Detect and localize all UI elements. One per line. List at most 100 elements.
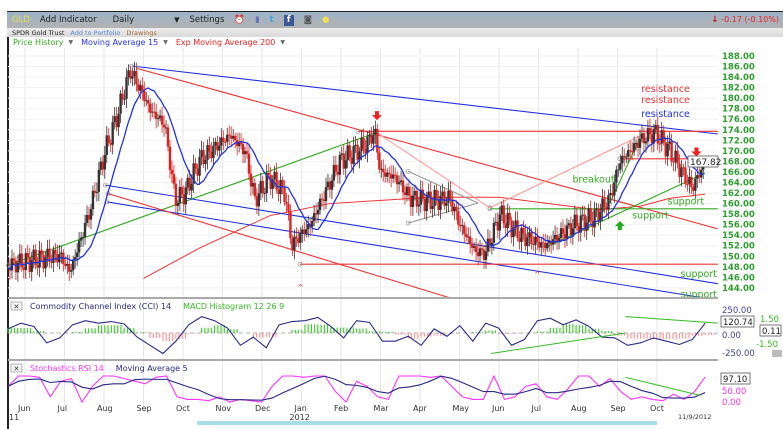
twitter-icon[interactable]: t (269, 15, 274, 25)
candle-body (640, 133, 644, 139)
stoch-last-value: 97.10 (723, 375, 747, 385)
candle-body (441, 191, 444, 196)
candle-body (115, 116, 118, 128)
y-tick-label: 148.00 (722, 263, 755, 273)
chevron-down-icon[interactable]: ▼ (163, 38, 168, 46)
cci-last-box (720, 315, 755, 328)
candle-body (492, 222, 496, 243)
arrow-down-icon (371, 111, 382, 121)
symbol-label[interactable]: GLD (12, 15, 30, 25)
candle-body (259, 181, 263, 194)
candle-body (162, 124, 166, 128)
moving-average-legend[interactable]: Moving Average 15 (81, 37, 159, 47)
candle-body (413, 190, 417, 196)
candle-body (595, 208, 598, 211)
trendline-handle (355, 129, 361, 134)
camera-icon[interactable]: ◙ (303, 15, 312, 25)
candle-body (312, 213, 316, 221)
candle-body (52, 249, 55, 263)
candle-body (563, 233, 567, 239)
candle-body (638, 138, 642, 148)
candle-body (453, 206, 456, 212)
month-label: Dec (255, 404, 270, 413)
candle-body (48, 248, 51, 262)
candle-body (621, 155, 624, 164)
candle-body (141, 85, 144, 92)
cci-line (7, 315, 706, 355)
stoch-rsi-line (7, 374, 706, 404)
trendline (489, 128, 656, 209)
candle-body (320, 198, 324, 200)
candle-body (147, 100, 150, 104)
close-cci-button[interactable] (10, 301, 23, 311)
candle-body (690, 176, 693, 187)
candle-body (397, 182, 401, 185)
close-icon[interactable]: ✕ (14, 303, 20, 311)
close-icon[interactable]: ✕ (14, 365, 20, 373)
macd-legend[interactable]: MACD Histogram 12 26 9 (183, 302, 284, 311)
candle-body (439, 195, 442, 210)
drawings-link[interactable]: Drawings (126, 28, 157, 37)
candle-body (696, 175, 699, 179)
candle-body (32, 249, 35, 261)
chevron-down-icon[interactable]: ▼ (174, 16, 180, 24)
candle-body (490, 242, 494, 246)
candle-body (451, 199, 454, 212)
candle-body (348, 145, 351, 158)
candle-body (150, 111, 154, 113)
chevron-down-icon[interactable]: ▼ (68, 38, 74, 46)
candle-body (121, 93, 124, 100)
note-icon[interactable]: ● (322, 15, 330, 25)
candle-body (632, 143, 636, 152)
candle-body (508, 212, 511, 221)
interval-select[interactable]: Daily (112, 15, 135, 25)
candle-body (107, 135, 110, 143)
annotation-label: resistance (641, 95, 690, 106)
close-stoch-button[interactable] (10, 363, 23, 373)
candle-body (589, 208, 592, 221)
down-arrow-icon: ↓ (711, 15, 719, 25)
add-indicator-button[interactable]: Add Indicator (39, 15, 97, 25)
price-history-legend[interactable]: Price History (13, 37, 64, 47)
scroll-right-button[interactable] (772, 350, 782, 357)
y-tick-label: 158.00 (722, 210, 755, 220)
stoch-rsi-legend[interactable]: Stochastics RSI 14 (30, 364, 104, 373)
alarm-clock-icon[interactable]: ⏰ (234, 15, 245, 25)
month-label: Sep (611, 404, 626, 413)
time-axis: Jun Jul Aug Sep Oct Nov Dec Jan Feb Mar Apr May Jun J… (9, 404, 711, 422)
candle-body (188, 177, 191, 191)
candle-body (437, 199, 440, 210)
stoch-ma-legend[interactable]: Moving Average 5 (116, 364, 188, 373)
add-to-portfolio-link[interactable]: Add to Portfolio (70, 28, 121, 37)
candle-body (502, 205, 505, 224)
candle-body (391, 174, 395, 179)
candle-body (346, 145, 349, 161)
candle-body (257, 193, 261, 207)
cci-legend[interactable]: Commodity Channel Index (CCI) 14 (30, 302, 171, 311)
candle-body (512, 227, 515, 238)
candle-body (172, 174, 176, 184)
candle-body (435, 190, 438, 200)
macd-last-box (759, 324, 782, 337)
month-label: Jun (491, 404, 505, 413)
candle-body (342, 153, 345, 169)
candle-body (536, 236, 539, 242)
candle-body (534, 236, 537, 245)
candle-body (117, 113, 120, 128)
candle-body (648, 128, 652, 135)
chevron-down-icon[interactable]: ▼ (280, 38, 285, 46)
candle-body (210, 151, 213, 159)
ema-legend[interactable]: Exp Moving Average 200 (175, 37, 276, 47)
book-icon[interactable]: ▮ (254, 15, 260, 25)
horizontal-scrollbar[interactable] (197, 421, 657, 425)
candle-body (449, 190, 452, 200)
candle-body (91, 190, 95, 210)
candle-body (22, 267, 26, 270)
candle-body (583, 214, 586, 231)
caret-marker: ^ (534, 270, 541, 279)
settings-button[interactable]: Settings (189, 15, 225, 25)
y-tick-label: 178.00 (722, 105, 755, 115)
facebook-icon[interactable]: f (283, 14, 294, 26)
candle-body (484, 251, 488, 260)
